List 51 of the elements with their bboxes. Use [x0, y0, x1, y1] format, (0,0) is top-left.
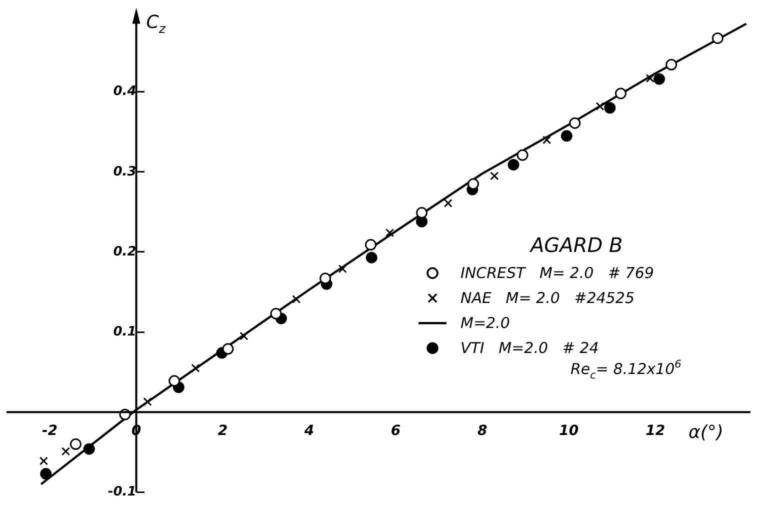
point — [490, 172, 499, 180]
point — [542, 136, 552, 144]
point — [39, 456, 48, 466]
x-tick-label: 10 — [559, 423, 579, 440]
y-tick-label: 0.2 — [113, 244, 136, 260]
y-tick-label: 0.3 — [113, 164, 136, 180]
point — [191, 364, 200, 372]
point — [516, 149, 528, 161]
point — [292, 294, 301, 304]
y-tick-label: 0.4 — [113, 84, 136, 100]
point — [320, 272, 332, 284]
y-tick-label: 0.1 — [113, 324, 136, 340]
point — [646, 74, 654, 83]
legend-label: M=2.0 — [460, 314, 510, 332]
point — [653, 73, 665, 85]
point — [338, 264, 347, 274]
x-tick-label: 2 — [218, 423, 228, 440]
point — [596, 102, 604, 111]
point — [366, 252, 378, 264]
point — [40, 468, 52, 480]
point — [614, 88, 626, 100]
point — [569, 117, 581, 129]
point — [270, 308, 282, 320]
x-tick-label: 6 — [390, 423, 401, 440]
x-tick-label: 8 — [477, 423, 488, 440]
point — [364, 239, 376, 251]
point — [712, 32, 724, 44]
point — [222, 343, 234, 355]
point — [666, 58, 678, 70]
legend-label: NAE M= 2.0 #24525 — [460, 289, 634, 308]
point — [168, 375, 180, 387]
point — [240, 332, 248, 340]
x-tick-label: -2 — [42, 423, 58, 440]
x-tick-label: 12 — [646, 423, 666, 440]
x-tick-label: 4 — [303, 423, 314, 440]
legend-label: INCREST M= 2.0 # 769 — [460, 264, 654, 282]
point — [508, 158, 520, 170]
point — [385, 228, 394, 238]
legend-label: VTI M=2.0 # 24 — [460, 339, 599, 358]
legend-title: AGARD B — [528, 233, 623, 258]
point — [444, 198, 452, 208]
point — [61, 447, 70, 456]
point — [83, 443, 95, 455]
point — [560, 130, 572, 142]
point — [604, 102, 616, 114]
point — [467, 178, 479, 190]
point — [416, 207, 428, 219]
x-axis-title: α(°) — [688, 422, 724, 444]
point — [143, 397, 152, 406]
point — [70, 438, 82, 450]
y-tick-label: -0.1 — [108, 484, 136, 500]
